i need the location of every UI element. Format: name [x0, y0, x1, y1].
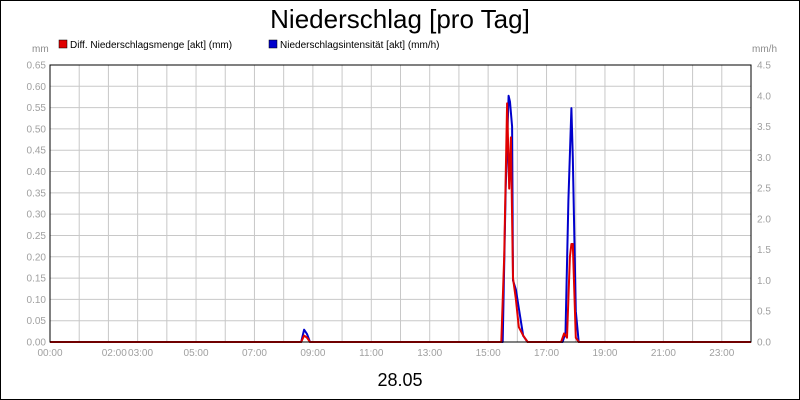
y-right-tick-label: 0.0 [757, 338, 771, 349]
tick-labels: 0.00 0.05 0.10 0.15 0.20 0.25 0.30 0.35 0.40 0.45… [27, 61, 772, 360]
legend-label-menge: Diff. Niederschlagsmenge [akt] (mm) [70, 40, 232, 51]
y-left-tick-label: 0.30 [27, 210, 47, 221]
x-tick-label: 03:00 [128, 348, 153, 359]
x-tick-label: 05:00 [184, 348, 209, 359]
y-right-unit: mm/h [752, 44, 777, 55]
x-tick-label: 11:00 [359, 348, 384, 359]
y-right-tick-label: 4.0 [757, 91, 771, 102]
y-right-tick-label: 2.0 [757, 214, 771, 225]
x-tick-label: 17:00 [534, 348, 559, 359]
y-left-tick-label: 0.40 [27, 167, 47, 178]
x-tick-label: 09:00 [300, 348, 325, 359]
legend-label-intensitaet: Niederschlagsintensität [akt] (mm/h) [280, 40, 440, 51]
x-tick-label: 13:00 [417, 348, 442, 359]
y-left-tick-label: 0.05 [27, 316, 47, 327]
x-tick-label: 07:00 [242, 348, 267, 359]
y-left-tick-label: 0.20 [27, 252, 47, 263]
y-right-tick-label: 3.0 [757, 153, 771, 164]
x-tick-label: 00:00 [37, 348, 62, 359]
x-tick-label: 21:00 [651, 348, 676, 359]
chart-title: Niederschlag [pro Tag] [270, 4, 530, 34]
y-left-tick-label: 0.35 [27, 188, 47, 199]
legend-swatch-intensitaet [268, 39, 278, 49]
y-right-tick-label: 1.0 [757, 276, 771, 287]
y-left-tick-label: 0.55 [27, 103, 47, 114]
x-tick-label: 19:00 [592, 348, 617, 359]
y-left-tick-label: 0.25 [27, 231, 47, 242]
x-tick-label: 02:00 [102, 348, 127, 359]
x-tick-label: 23:00 [709, 348, 734, 359]
y-left-tick-label: 0.50 [27, 124, 47, 135]
date-label: 28.05 [377, 370, 422, 390]
series-line-menge [50, 102, 751, 343]
plot-border [49, 64, 752, 343]
y-right-tick-label: 4.5 [757, 61, 771, 72]
y-left-unit: mm [32, 44, 49, 55]
y-left-tick-label: 0.65 [27, 61, 47, 72]
y-right-tick-label: 0.5 [757, 307, 771, 318]
y-left-tick-label: 0.45 [27, 146, 47, 157]
legend-swatch-menge [58, 39, 68, 49]
y-right-tick-label: 3.5 [757, 122, 771, 133]
y-left-tick-label: 0.15 [27, 274, 47, 285]
y-left-tick-label: 0.10 [27, 295, 47, 306]
y-right-tick-label: 2.5 [757, 184, 771, 195]
grid [49, 64, 752, 343]
x-tick-label: 15:00 [476, 348, 501, 359]
series-lines [50, 94, 751, 343]
y-left-tick-label: 0.00 [27, 338, 47, 349]
y-left-tick-label: 0.60 [27, 82, 47, 93]
y-right-tick-label: 1.5 [757, 245, 771, 256]
